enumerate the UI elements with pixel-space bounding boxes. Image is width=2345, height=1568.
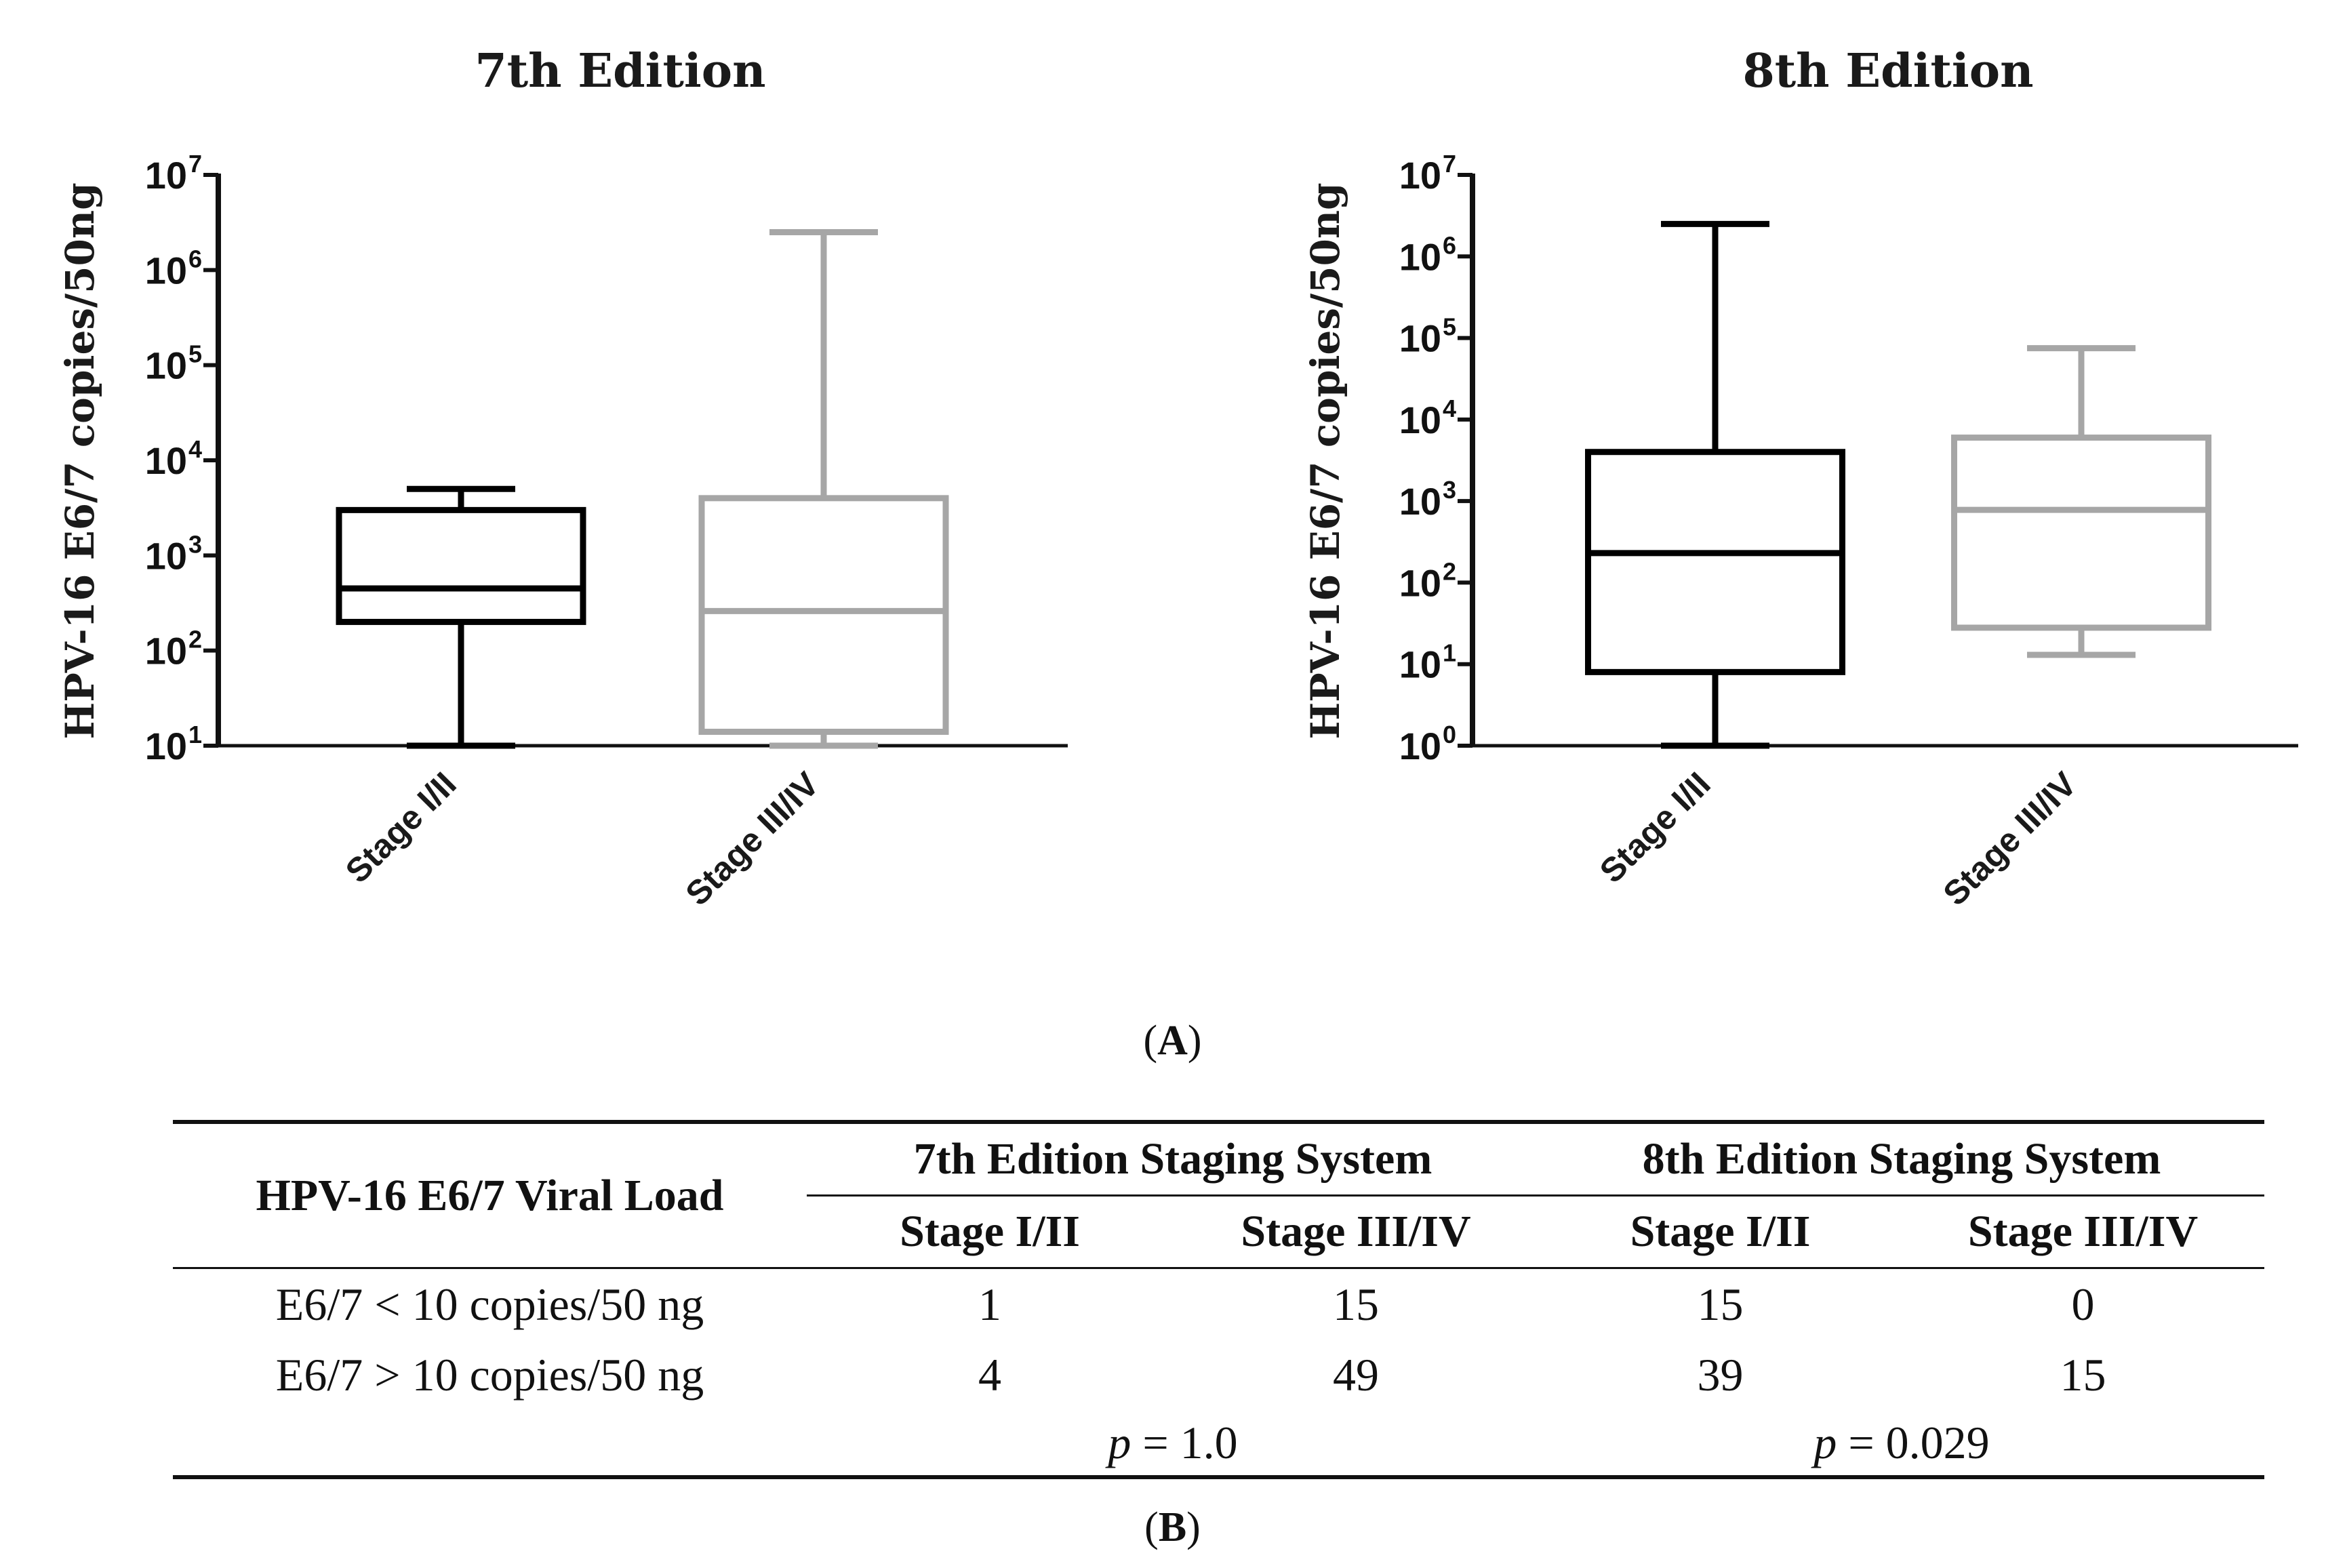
y-tick-exponent: 0 — [1443, 721, 1456, 748]
panel-b-letter: B — [1158, 1504, 1187, 1550]
p-value-7th: p = 1.0 — [807, 1410, 1539, 1479]
table-cell: 4 — [978, 1348, 1001, 1401]
y-tick-label: 10 — [1399, 154, 1441, 197]
y-tick-label: 10 — [145, 154, 187, 197]
table-header-row-2: Stage I/II Stage III/IV Stage I/II Stage… — [173, 1195, 2264, 1269]
sub-header: Stage I/II — [1539, 1195, 1902, 1269]
box-stage-i-ii — [336, 485, 586, 749]
y-tick-exponent: 5 — [1443, 313, 1456, 341]
chart-title: 7th Edition — [475, 44, 765, 98]
y-tick-exponent: 5 — [188, 340, 202, 368]
panel-a-letter: A — [1157, 1018, 1188, 1064]
panel-b-caption: (B) — [1144, 1504, 1201, 1550]
y-tick-exponent: 7 — [1443, 150, 1456, 178]
chart-title: 8th Edition — [1742, 44, 2033, 98]
table-cell: 49 — [1333, 1348, 1379, 1401]
y-tick-exponent: 3 — [188, 530, 202, 558]
panel-a-caption: (A) — [1143, 1018, 1202, 1064]
x-category-label: Stage I/II — [1592, 765, 1718, 890]
iqr-box — [336, 506, 586, 625]
y-tick-label: 10 — [1399, 561, 1441, 604]
y-tick-exponent: 1 — [188, 721, 202, 748]
row-label: E6/7 < 10 copies/50 ng — [275, 1278, 704, 1330]
y-tick-label: 10 — [145, 439, 187, 482]
group-header-8th: 8th Edition Staging System — [1539, 1120, 2264, 1197]
y-tick-label: 10 — [1399, 317, 1441, 360]
table-cell: 15 — [1697, 1278, 1744, 1330]
y-tick-label: 10 — [145, 534, 187, 577]
group-header-7th: 7th Edition Staging System — [807, 1120, 1539, 1197]
iqr-box — [698, 495, 949, 735]
y-tick-label: 10 — [145, 344, 187, 387]
row-header-viral-load: HPV-16 E6/7 Viral Load — [173, 1120, 807, 1269]
x-category-label: Stage III/IV — [678, 765, 826, 913]
y-tick-exponent: 7 — [188, 150, 202, 178]
x-category-label: Stage I/II — [338, 765, 464, 890]
y-tick-label: 10 — [1399, 235, 1441, 278]
y-tick-exponent: 2 — [1443, 557, 1456, 585]
table-row: E6/7 > 10 copies/50 ng 4 49 39 15 — [173, 1340, 2264, 1410]
iqr-box — [1951, 435, 2211, 631]
table-row: E6/7 < 10 copies/50 ng 1 15 15 0 — [173, 1268, 2264, 1340]
table-header-row-1: HPV-16 E6/7 Viral Load 7th Edition Stagi… — [173, 1120, 2264, 1269]
y-tick-label: 10 — [1399, 399, 1441, 441]
y-tick-label: 10 — [145, 630, 187, 672]
y-tick-exponent: 6 — [1443, 231, 1456, 259]
box-stage-iii-iv — [698, 228, 949, 749]
y-tick-exponent: 3 — [1443, 476, 1456, 504]
y-tick-exponent: 4 — [188, 435, 202, 463]
p-row-blank — [173, 1410, 807, 1479]
p-value-8th: p = 0.029 — [1539, 1410, 2264, 1479]
table-cell: 15 — [1333, 1278, 1379, 1330]
y-tick-exponent: 1 — [1443, 639, 1456, 667]
sub-header: Stage III/IV — [1173, 1195, 1539, 1269]
sub-header: Stage I/II — [807, 1195, 1173, 1269]
y-tick-label: 10 — [1399, 480, 1441, 523]
box-stage-iii-iv — [1951, 345, 2211, 658]
y-tick-label: 10 — [1399, 643, 1441, 686]
y-tick-exponent: 2 — [188, 626, 202, 654]
table-cell: 15 — [2060, 1348, 2106, 1401]
sub-header: Stage III/IV — [1902, 1195, 2264, 1269]
row-label: E6/7 > 10 copies/50 ng — [275, 1348, 704, 1401]
y-tick-exponent: 4 — [1443, 395, 1456, 422]
box-stage-i-ii — [1585, 220, 1845, 749]
table-cell: 0 — [2071, 1278, 2095, 1330]
x-category-label: Stage III/IV — [1936, 765, 2084, 913]
iqr-box — [1585, 449, 1845, 675]
y-axis-label: HPV-16 E6/7 copies/50ng — [57, 182, 103, 739]
y-tick-label: 10 — [145, 725, 187, 767]
y-axis-label: HPV-16 E6/7 copies/50ng — [1302, 182, 1348, 739]
table-cell: 1 — [978, 1278, 1001, 1330]
p-value-row: p = 1.0 p = 0.029 — [173, 1410, 2264, 1479]
y-tick-label: 10 — [145, 249, 187, 292]
viral-load-table: HPV-16 E6/7 Viral Load 7th Edition Stagi… — [173, 1120, 2264, 1479]
y-tick-exponent: 6 — [188, 245, 202, 273]
y-tick-label: 10 — [1399, 725, 1441, 767]
table-cell: 39 — [1697, 1348, 1744, 1401]
